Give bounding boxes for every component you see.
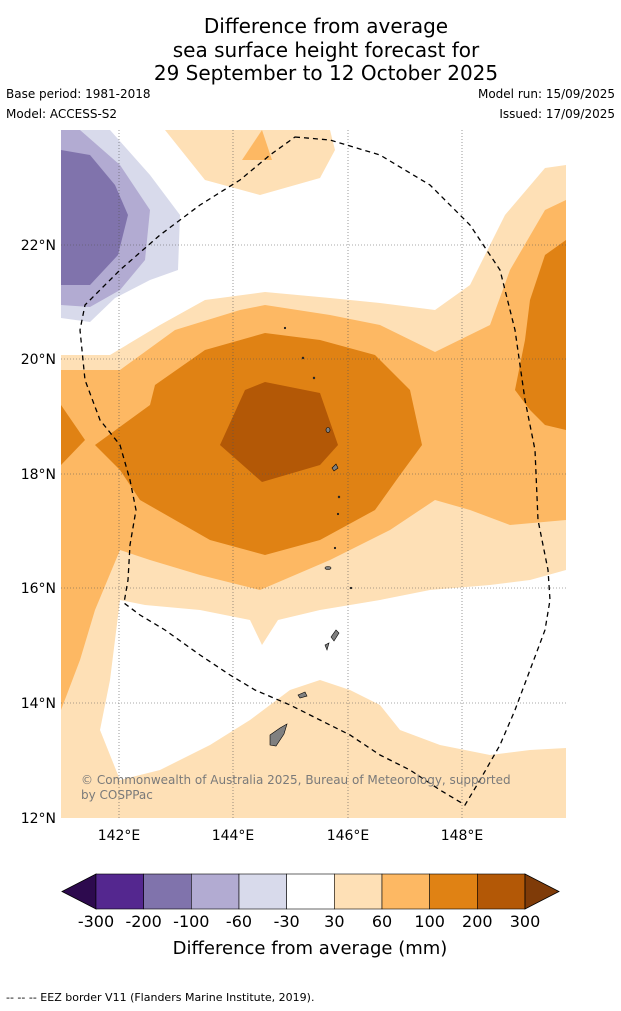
lat-tick: 18°N	[21, 467, 56, 483]
islands	[269, 326, 353, 747]
colorbar-title: Difference from average (mm)	[173, 938, 448, 959]
colorbar-segment	[286, 873, 335, 910]
title-line-2: sea surface height forecast for	[172, 37, 480, 62]
contour-60-100-top	[242, 130, 272, 160]
lat-tick: 14°N	[21, 696, 56, 712]
contour-field: © Commonwealth of Australia 2025, Bureau…	[61, 130, 566, 818]
colorbar-tick: 60	[372, 912, 392, 931]
colorbar-extend-high	[524, 873, 560, 910]
lat-tick: 20°N	[21, 352, 56, 368]
contour-100-200-east	[515, 240, 566, 430]
colorbar-segment	[477, 873, 526, 910]
contour-100-200-west	[61, 405, 85, 465]
colorbar	[61, 873, 560, 910]
colorbar-segment	[381, 873, 430, 910]
colorbar-tick-labels: -300 -200 -100 -60 -30 30 60 100 200 300	[78, 912, 540, 931]
title-line-3: 29 September to 12 October 2025	[153, 61, 499, 85]
colorbar-tick: -30	[274, 912, 300, 931]
colorbar-segment	[238, 873, 287, 910]
lon-tick: 148°E	[441, 828, 484, 844]
credit-line-2: by COSPPac	[81, 788, 153, 802]
colorbar-tick: 30	[324, 912, 344, 931]
lon-tick: 142°E	[98, 828, 141, 844]
colorbar-tick: 100	[414, 912, 445, 931]
colorbar-extend-low	[61, 873, 97, 910]
colorbar-segment	[429, 873, 478, 910]
lat-tick: 16°N	[21, 581, 56, 597]
colorbar-tick: 300	[510, 912, 541, 931]
lat-axis: 22°N 20°N 18°N 16°N 14°N 12°N	[21, 238, 56, 827]
graticule	[61, 130, 566, 818]
contour-neutral-south	[100, 570, 566, 780]
credit-line-1: © Commonwealth of Australia 2025, Bureau…	[81, 773, 511, 787]
colorbar-segment	[143, 873, 192, 910]
contour-neg-100-200	[61, 150, 128, 285]
lat-tick: 22°N	[21, 238, 56, 254]
colorbar-segment	[95, 873, 144, 910]
colorbar-tick: -300	[78, 912, 114, 931]
lon-tick: 144°E	[212, 828, 255, 844]
title-line-1: Difference from average	[203, 14, 449, 38]
base-period-label: Base period: 1981-2018	[6, 87, 151, 101]
lat-tick: 12°N	[21, 811, 56, 827]
colorbar-tick: 200	[462, 912, 493, 931]
contour-30-60-top	[165, 130, 335, 195]
contour-200-300	[220, 382, 338, 482]
colorbar-tick: -200	[126, 912, 162, 931]
colorbar-tick: -100	[173, 912, 209, 931]
eez-border	[79, 136, 551, 806]
issued-label: Issued: 17/09/2025	[499, 107, 615, 121]
colorbar-segment	[334, 873, 383, 910]
colorbar-segment	[191, 873, 240, 910]
model-label: Model: ACCESS-S2	[6, 107, 118, 121]
map-title: Difference from average sea surface heig…	[0, 14, 621, 86]
eez-legend-note: -- -- -- EEZ border V11 (Flanders Marine…	[6, 991, 315, 1004]
model-run-label: Model run: 15/09/2025	[477, 87, 615, 101]
colorbar-tick: -60	[226, 912, 252, 931]
lon-axis: 142°E 144°E 146°E 148°E	[98, 828, 484, 844]
lon-tick: 146°E	[327, 828, 370, 844]
